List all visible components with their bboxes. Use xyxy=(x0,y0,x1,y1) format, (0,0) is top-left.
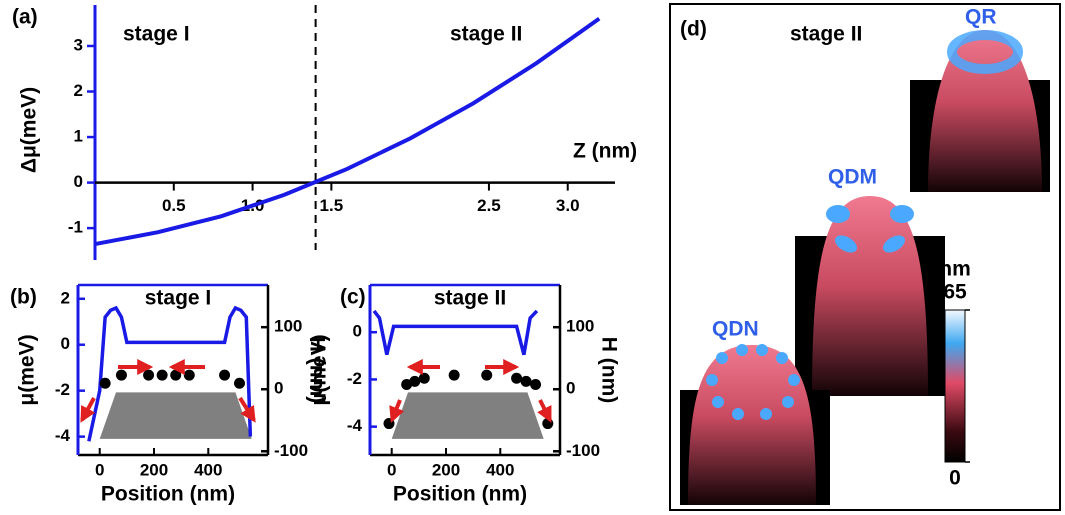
atom-dot xyxy=(530,379,541,390)
panel-title: stage I xyxy=(145,287,212,310)
colorbar xyxy=(945,310,965,462)
migration-arrow xyxy=(82,398,94,420)
x-tick-label: 400 xyxy=(194,460,222,479)
y-tick-label: -4 xyxy=(347,416,363,435)
annotation: stage II xyxy=(450,23,522,46)
y-tick-label: -1 xyxy=(68,218,83,237)
x-tick-label: 200 xyxy=(432,460,460,479)
surface-profile xyxy=(392,392,544,439)
y2-axis-label: H (nm) xyxy=(597,337,620,404)
surface-profile xyxy=(100,392,252,439)
x-axis-label: Position (nm) xyxy=(393,483,527,506)
x-axis-label: Position (nm) xyxy=(101,483,235,506)
y-tick-label: 0 xyxy=(74,172,83,191)
y2-tick-label: 0 xyxy=(274,379,283,398)
y2-tick-label: 100 xyxy=(274,317,302,336)
x-tick-label: 0.5 xyxy=(162,196,186,215)
panel-label: (b) xyxy=(10,286,37,309)
y-tick-label: 2 xyxy=(74,81,83,100)
x-tick-label: 400 xyxy=(486,460,514,479)
y-axis-label: μ(meV) xyxy=(16,334,39,405)
structure-label: QDN xyxy=(712,318,759,341)
y2-tick-label: -100 xyxy=(274,441,308,460)
y-tick-label: 2 xyxy=(61,288,70,307)
y-tick-label: 1 xyxy=(74,127,83,146)
y-tick-label: -2 xyxy=(347,369,362,388)
migration-arrow xyxy=(540,400,550,420)
panel-label: (a) xyxy=(12,6,38,29)
colorbar-tick-label: 65 xyxy=(943,281,967,304)
y2-tick-label: -100 xyxy=(566,441,600,460)
atom-dot xyxy=(100,378,111,389)
x-tick-label: 3.0 xyxy=(556,196,580,215)
atom-dot xyxy=(481,370,492,381)
x-tick-label: 0 xyxy=(95,460,104,479)
figure: (d) stage II QR QDM QDN nm 0 65 (a) -1 0 1 2 3 0… xyxy=(0,0,1065,515)
atom-dot xyxy=(511,373,522,384)
y-tick-label: -4 xyxy=(55,426,71,445)
atom-dot xyxy=(419,373,430,384)
x-tick-label: 1.5 xyxy=(320,196,344,215)
panel-title: stage II xyxy=(434,287,506,310)
x-tick-label: 200 xyxy=(140,460,168,479)
x-tick-label: 0 xyxy=(387,460,396,479)
atom-dot xyxy=(170,370,181,381)
atom-dot xyxy=(143,370,154,381)
y-tick-label: -2 xyxy=(55,380,70,399)
y-tick-label: 0 xyxy=(61,334,70,353)
panel-label: (c) xyxy=(340,286,366,309)
migration-arrow xyxy=(392,400,400,420)
y2-tick-label: 100 xyxy=(566,317,594,336)
y-tick-label: 3 xyxy=(74,35,83,54)
data-line xyxy=(374,311,537,355)
atom-dot xyxy=(449,370,460,381)
panel-title: stage II xyxy=(790,23,862,46)
x-tick-label: 2.5 xyxy=(477,196,501,215)
y-tick-label: 0 xyxy=(353,322,362,341)
atom-dot xyxy=(157,370,168,381)
atom-dot xyxy=(409,376,420,387)
panel-label: (d) xyxy=(680,18,707,41)
annotation: stage I xyxy=(123,23,190,46)
colorbar-label: nm xyxy=(939,258,971,281)
atom-dot xyxy=(184,370,195,381)
atom-dot xyxy=(219,370,230,381)
structure-label: QR xyxy=(965,6,997,29)
y-axis-label: μ(meV) xyxy=(308,334,331,405)
structure-label: QDM xyxy=(828,166,877,189)
atom-dot xyxy=(116,370,127,381)
y2-tick-label: 0 xyxy=(566,379,575,398)
colorbar-tick-label: 0 xyxy=(949,467,961,490)
atom-dot xyxy=(521,376,532,387)
y-axis-label: Δμ(meV) xyxy=(18,87,41,173)
x-axis-label: Z (nm) xyxy=(573,140,637,163)
atom-dot xyxy=(234,378,245,389)
